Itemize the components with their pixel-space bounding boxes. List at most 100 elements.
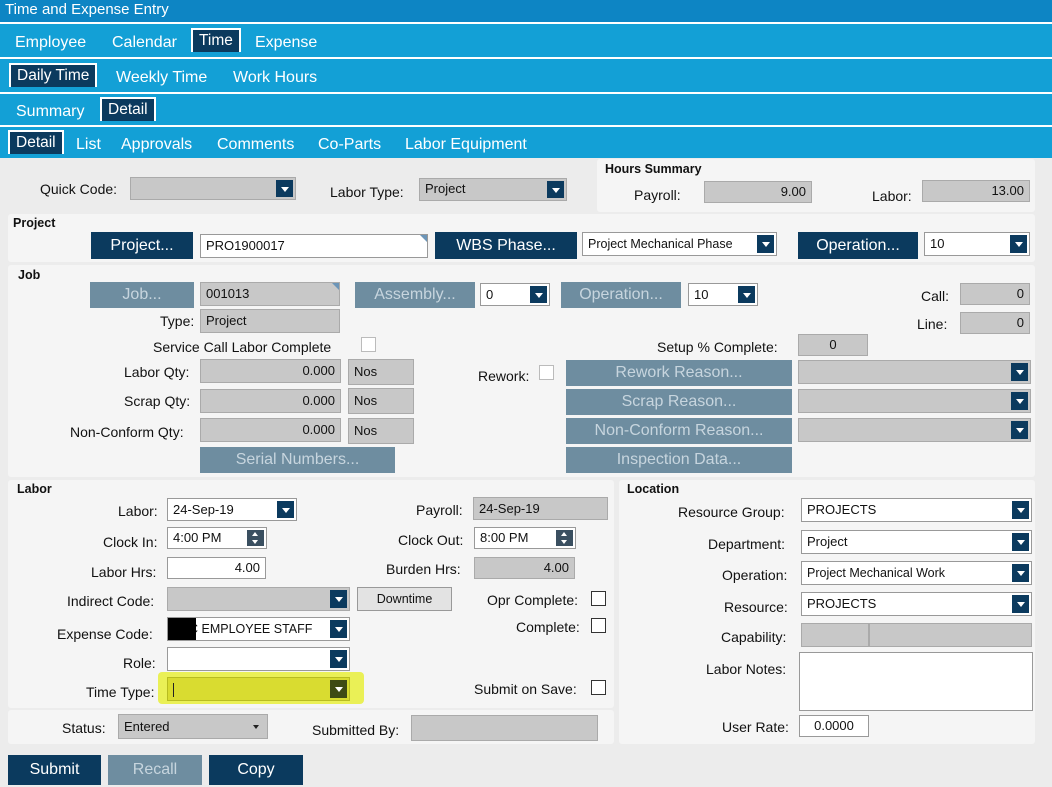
time-type-select[interactable] bbox=[167, 677, 350, 701]
nonconform-reason-select[interactable] bbox=[798, 418, 1031, 442]
labor-section-title: Labor bbox=[17, 482, 52, 496]
submit-button[interactable]: Submit bbox=[8, 755, 101, 785]
quick-code-select[interactable] bbox=[130, 177, 296, 200]
assembly-select[interactable]: 0 bbox=[480, 283, 550, 306]
scrap-reason-select[interactable] bbox=[798, 389, 1031, 413]
labor-hrs-field[interactable]: 4.00 bbox=[167, 557, 266, 579]
user-rate-label: User Rate: bbox=[722, 719, 789, 735]
serial-numbers-button[interactable]: Serial Numbers... bbox=[200, 447, 395, 473]
resource-select[interactable]: PROJECTS bbox=[801, 592, 1032, 616]
spinner-icon[interactable] bbox=[247, 530, 264, 546]
payroll-hours-label: Payroll: bbox=[634, 187, 681, 203]
submit-on-save-label: Submit on Save: bbox=[474, 681, 577, 697]
tab-detail-detail[interactable]: Detail bbox=[8, 130, 64, 154]
department-select[interactable]: Project bbox=[801, 530, 1032, 554]
project-operation-button[interactable]: Operation... bbox=[798, 232, 918, 259]
tab-labor-equipment[interactable]: Labor Equipment bbox=[405, 136, 527, 153]
wbs-phase-button[interactable]: WBS Phase... bbox=[435, 232, 577, 259]
chevron-down-icon[interactable] bbox=[330, 650, 347, 668]
labor-notes-textarea[interactable] bbox=[799, 652, 1033, 711]
job-section-title: Job bbox=[18, 268, 41, 282]
chevron-down-icon[interactable] bbox=[1012, 533, 1029, 551]
job-field: 001013 bbox=[200, 282, 340, 306]
copy-button[interactable]: Copy bbox=[209, 755, 303, 785]
chevron-down-icon[interactable] bbox=[1012, 564, 1029, 582]
chevron-down-icon[interactable] bbox=[276, 180, 293, 197]
labor-qty-unit: Nos bbox=[348, 359, 414, 385]
resource-label: Resource: bbox=[724, 599, 788, 615]
inspection-data-button[interactable]: Inspection Data... bbox=[566, 447, 792, 473]
call-value: 0 bbox=[960, 283, 1030, 305]
location-operation-select[interactable]: Project Mechanical Work bbox=[801, 561, 1032, 585]
recall-button[interactable]: Recall bbox=[108, 755, 202, 785]
service-call-checkbox[interactable] bbox=[361, 337, 376, 352]
labor-date-field[interactable]: 24-Sep-19 bbox=[167, 498, 297, 521]
user-rate-field[interactable]: 0.0000 bbox=[799, 715, 869, 737]
tab-list[interactable]: List bbox=[76, 136, 101, 153]
tab-work-hours[interactable]: Work Hours bbox=[233, 69, 318, 86]
top-tab-bar: Employee Calendar Time Expense bbox=[0, 22, 1052, 57]
tab-detail[interactable]: Detail bbox=[100, 97, 156, 121]
tab-daily-time[interactable]: Daily Time bbox=[9, 63, 98, 87]
clock-in-field[interactable]: 4:00 PM bbox=[167, 527, 267, 549]
tab-expense[interactable]: Expense bbox=[255, 34, 318, 51]
rework-reason-select[interactable] bbox=[798, 360, 1031, 384]
tab-calendar[interactable]: Calendar bbox=[112, 34, 177, 51]
calendar-dropdown-icon[interactable] bbox=[277, 501, 294, 518]
chevron-down-icon[interactable] bbox=[1010, 235, 1027, 253]
indirect-code-select[interactable] bbox=[167, 587, 350, 611]
rework-reason-button[interactable]: Rework Reason... bbox=[566, 360, 792, 386]
role-select[interactable] bbox=[167, 647, 350, 671]
nonconform-reason-button[interactable]: Non-Conform Reason... bbox=[566, 418, 792, 444]
tab-approvals[interactable]: Approvals bbox=[121, 136, 193, 153]
chevron-down-icon[interactable] bbox=[253, 725, 259, 729]
chevron-down-icon[interactable] bbox=[738, 286, 755, 303]
downtime-button[interactable]: Downtime bbox=[357, 587, 452, 611]
tab-weekly-time[interactable]: Weekly Time bbox=[116, 69, 208, 86]
project-button[interactable]: Project... bbox=[91, 232, 193, 259]
type-label: Type: bbox=[160, 313, 195, 329]
chevron-down-icon[interactable] bbox=[330, 680, 347, 698]
spinner-icon[interactable] bbox=[556, 530, 573, 546]
chevron-down-icon[interactable] bbox=[330, 620, 347, 638]
chevron-down-icon[interactable] bbox=[1011, 421, 1028, 439]
department-label: Department: bbox=[708, 536, 786, 552]
resource-group-select[interactable]: PROJECTS bbox=[801, 498, 1032, 522]
tab-co-parts[interactable]: Co-Parts bbox=[318, 136, 382, 153]
assembly-button[interactable]: Assembly... bbox=[355, 282, 475, 308]
job-operation-button[interactable]: Operation... bbox=[561, 282, 681, 308]
labor-type-label: Labor Type: bbox=[330, 184, 404, 200]
clock-out-field[interactable]: 8:00 PM bbox=[474, 527, 576, 549]
expense-code-select[interactable]: C EMPLOYEE STAFF bbox=[167, 617, 350, 641]
opr-complete-checkbox[interactable] bbox=[591, 591, 606, 606]
resource-group-label: Resource Group: bbox=[678, 504, 785, 520]
chevron-down-icon[interactable] bbox=[530, 286, 547, 303]
project-field[interactable]: PRO1900017 bbox=[200, 234, 428, 258]
tab-time[interactable]: Time bbox=[191, 28, 241, 52]
status-select[interactable]: Entered bbox=[118, 714, 268, 739]
chevron-down-icon[interactable] bbox=[1012, 501, 1029, 519]
wbs-phase-select[interactable]: Project Mechanical Phase bbox=[582, 232, 777, 256]
tab-employee[interactable]: Employee bbox=[15, 34, 87, 51]
submit-on-save-checkbox[interactable] bbox=[591, 680, 606, 695]
rework-checkbox[interactable] bbox=[539, 365, 554, 380]
clock-in-label: Clock In: bbox=[103, 534, 158, 550]
chevron-down-icon[interactable] bbox=[547, 181, 564, 198]
chevron-down-icon[interactable] bbox=[757, 235, 774, 253]
project-operation-select[interactable]: 10 bbox=[924, 232, 1030, 256]
labor-type-select[interactable]: Project bbox=[419, 178, 567, 201]
window-title: Time and Expense Entry bbox=[0, 0, 1052, 22]
chevron-down-icon[interactable] bbox=[330, 590, 347, 608]
job-operation-select[interactable]: 10 bbox=[688, 283, 758, 306]
labor-qty-value: 0.000 bbox=[200, 359, 341, 383]
tab-summary[interactable]: Summary bbox=[16, 103, 85, 120]
chevron-down-icon[interactable] bbox=[1011, 392, 1028, 410]
scrap-reason-button[interactable]: Scrap Reason... bbox=[566, 389, 792, 415]
tab-comments[interactable]: Comments bbox=[217, 136, 295, 153]
chevron-down-icon[interactable] bbox=[1011, 363, 1028, 381]
complete-checkbox[interactable] bbox=[591, 618, 606, 633]
indirect-code-label: Indirect Code: bbox=[67, 593, 155, 609]
job-button[interactable]: Job... bbox=[90, 282, 194, 308]
labor-date-label: Labor: bbox=[118, 503, 158, 519]
chevron-down-icon[interactable] bbox=[1012, 595, 1029, 613]
